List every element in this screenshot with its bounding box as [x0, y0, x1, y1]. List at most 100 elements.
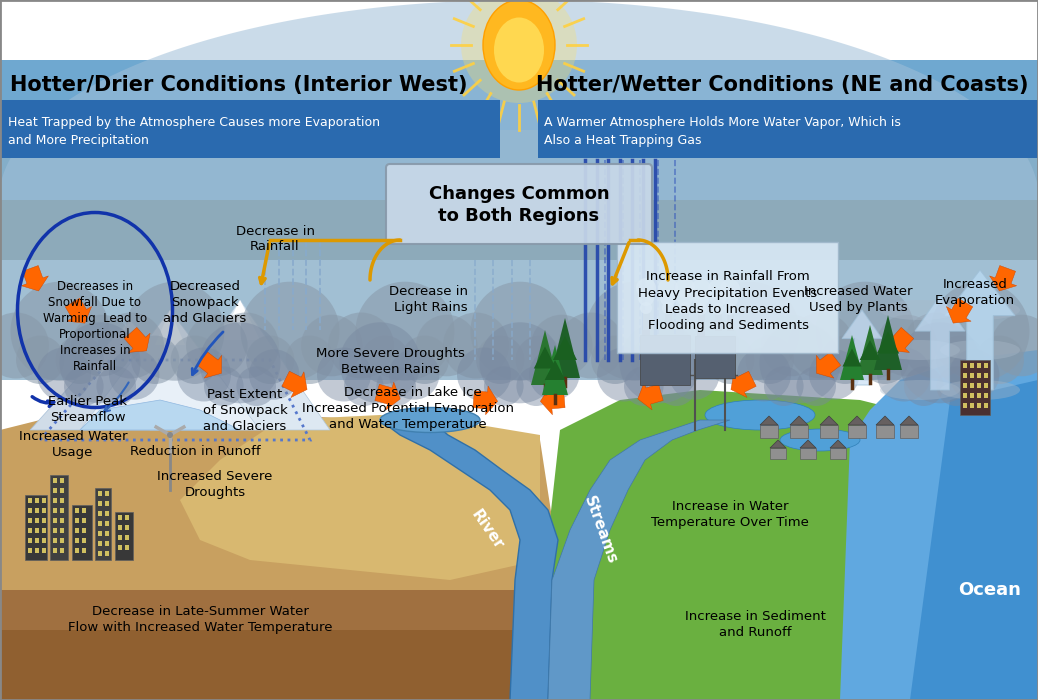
Polygon shape: [542, 345, 568, 395]
Polygon shape: [820, 416, 838, 425]
Bar: [969, 403, 974, 408]
Bar: [82, 548, 86, 553]
Bar: [118, 515, 122, 520]
Bar: [0, 0, 1038, 60]
Polygon shape: [0, 0, 1038, 200]
Circle shape: [816, 281, 914, 381]
Polygon shape: [0, 410, 580, 700]
Bar: [984, 363, 988, 368]
Bar: [53, 548, 57, 553]
Text: Increase in Sediment
and Runoff: Increase in Sediment and Runoff: [685, 610, 825, 639]
Circle shape: [760, 322, 841, 403]
Circle shape: [904, 366, 944, 406]
Circle shape: [529, 349, 579, 400]
Polygon shape: [877, 332, 899, 354]
Bar: [42, 528, 46, 533]
Circle shape: [516, 335, 564, 384]
Polygon shape: [220, 300, 260, 340]
Bar: [800, 448, 816, 459]
Polygon shape: [900, 416, 918, 425]
Circle shape: [673, 312, 739, 379]
Bar: [98, 541, 102, 546]
Circle shape: [949, 349, 1000, 400]
Circle shape: [976, 335, 1025, 384]
Bar: [60, 548, 64, 553]
Circle shape: [199, 322, 280, 403]
Circle shape: [903, 312, 969, 379]
Bar: [50, 475, 69, 560]
Bar: [695, 336, 735, 378]
FancyBboxPatch shape: [386, 164, 652, 244]
Bar: [98, 531, 102, 536]
Ellipse shape: [940, 380, 1020, 400]
Text: Hotter/Drier Conditions (Interior West): Hotter/Drier Conditions (Interior West): [10, 75, 467, 95]
Bar: [75, 538, 79, 543]
Circle shape: [109, 349, 160, 400]
Text: Decreased
Snowpack
and Glaciers: Decreased Snowpack and Glaciers: [163, 280, 247, 325]
Bar: [105, 531, 109, 536]
Polygon shape: [65, 298, 91, 323]
Circle shape: [401, 335, 449, 384]
Bar: [984, 403, 988, 408]
Circle shape: [204, 366, 244, 406]
Circle shape: [416, 315, 477, 377]
Polygon shape: [80, 310, 260, 430]
Bar: [641, 330, 650, 335]
Circle shape: [16, 335, 64, 384]
Polygon shape: [541, 386, 565, 414]
Polygon shape: [531, 330, 559, 385]
Bar: [28, 498, 32, 503]
Bar: [60, 508, 64, 513]
Circle shape: [213, 312, 279, 379]
Circle shape: [246, 335, 295, 384]
Circle shape: [620, 322, 701, 403]
Circle shape: [712, 303, 723, 315]
Bar: [118, 535, 122, 540]
Bar: [98, 511, 102, 516]
Circle shape: [301, 315, 362, 377]
Circle shape: [37, 347, 91, 402]
Circle shape: [484, 366, 523, 406]
Ellipse shape: [940, 340, 1020, 360]
Circle shape: [177, 347, 231, 402]
Bar: [28, 508, 32, 513]
Text: Increased Water
Used by Plants: Increased Water Used by Plants: [803, 285, 912, 314]
Bar: [665, 310, 672, 330]
Circle shape: [691, 279, 711, 299]
Bar: [125, 545, 129, 550]
Text: Increased Severe
Droughts: Increased Severe Droughts: [158, 470, 273, 499]
Polygon shape: [843, 349, 862, 367]
Text: Increased Water
Usage: Increased Water Usage: [19, 430, 128, 459]
Polygon shape: [545, 360, 566, 380]
Bar: [727, 311, 734, 331]
Bar: [977, 373, 981, 378]
Bar: [60, 538, 64, 543]
Bar: [95, 488, 111, 560]
Polygon shape: [534, 346, 556, 368]
Polygon shape: [180, 415, 540, 580]
Bar: [53, 478, 57, 483]
Circle shape: [591, 335, 639, 384]
Ellipse shape: [940, 300, 1020, 320]
Polygon shape: [816, 352, 841, 378]
Bar: [105, 541, 109, 546]
Bar: [682, 310, 689, 330]
Circle shape: [10, 281, 109, 381]
Bar: [105, 521, 109, 526]
Circle shape: [71, 315, 133, 377]
Bar: [848, 425, 866, 438]
Text: Increase in Water
Temperature Over Time: Increase in Water Temperature Over Time: [651, 500, 809, 529]
Bar: [98, 501, 102, 506]
Bar: [977, 383, 981, 388]
Circle shape: [930, 281, 1030, 381]
Bar: [820, 425, 838, 438]
Bar: [82, 528, 86, 533]
Polygon shape: [874, 315, 902, 370]
Bar: [53, 498, 57, 503]
Circle shape: [737, 347, 791, 402]
Circle shape: [745, 335, 794, 384]
Bar: [984, 373, 988, 378]
Circle shape: [679, 302, 691, 314]
Circle shape: [361, 335, 409, 384]
Bar: [698, 311, 705, 331]
